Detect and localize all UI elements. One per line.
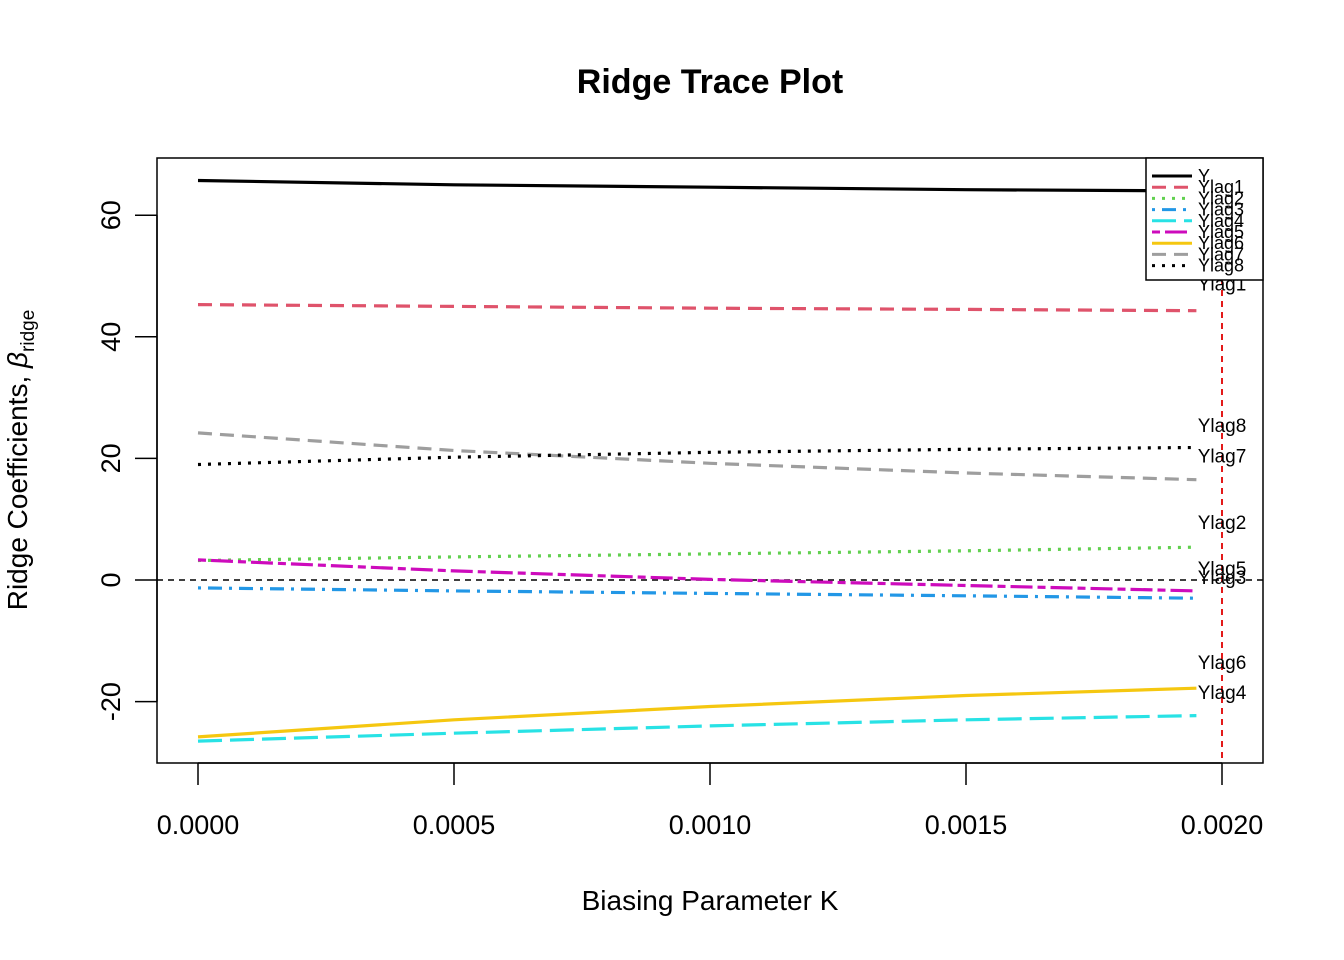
- legend-label-ylag5: Ylag5: [1198, 222, 1244, 242]
- legend-label-ylag7: Ylag7: [1198, 244, 1244, 264]
- x-tick-label: 0.0020: [1181, 810, 1264, 840]
- legend-label-y: Y: [1198, 166, 1210, 186]
- end-label-ylag2: Ylag2: [1198, 513, 1247, 534]
- series-line-ylag5: [197, 558, 1197, 593]
- x-tick-label: 0.0000: [157, 810, 240, 840]
- plot-frame: [156, 157, 1264, 764]
- x-axis: 0.0000 0.0005 0.0010 0.0015 0.0020: [157, 762, 1264, 840]
- series-line-ylag1: [197, 303, 1197, 313]
- end-label-ylag5: Ylag5: [1198, 559, 1247, 580]
- legend-label-ylag3: Ylag3: [1198, 200, 1244, 220]
- y-axis-label-text: Ridge Coefficients,: [2, 368, 33, 610]
- series-line-ylag8: [197, 445, 1197, 467]
- legend-label-ylag4: Ylag4: [1198, 211, 1244, 231]
- end-label-ylag4: Ylag4: [1198, 683, 1247, 704]
- reference-lines: [157, 158, 1263, 763]
- legend-box: [1145, 157, 1264, 281]
- y-tick-label: 0: [96, 572, 126, 587]
- y-tick-label: 40: [96, 322, 126, 352]
- y-tick-label: 20: [96, 443, 126, 473]
- y-tick-label: -20: [96, 682, 126, 721]
- y-axis-label-symbol: β: [2, 352, 33, 369]
- series-line-ylag7: [197, 431, 1197, 482]
- legend-label-ylag8: Ylag8: [1198, 256, 1244, 276]
- y-axis: -20 0 20 40 60: [96, 200, 158, 721]
- end-label-ylag6: Ylag6: [1198, 653, 1247, 674]
- legend-label-ylag1: Ylag1: [1198, 177, 1244, 197]
- y-axis-label-subscript: ridge: [18, 310, 39, 352]
- legend-label-ylag2: Ylag2: [1198, 188, 1244, 208]
- end-label-ylag8: Ylag8: [1198, 416, 1247, 437]
- legend-label-ylag6: Ylag6: [1198, 233, 1244, 253]
- series-line-ylag2: [197, 545, 1197, 563]
- series-line-y: [197, 178, 1197, 193]
- x-tick-label: 0.0015: [925, 810, 1008, 840]
- chart-title: Ridge Trace Plot: [577, 63, 843, 101]
- y-tick-label: 60: [96, 200, 126, 230]
- x-axis-label: Biasing Parameter K: [582, 885, 839, 916]
- x-tick-label: 0.0010: [669, 810, 752, 840]
- y-axis-label: Ridge Coefficients, βridge: [2, 310, 39, 611]
- end-label-ylag3: Ylag3: [1198, 568, 1247, 589]
- legend: YYlag1Ylag2Ylag3Ylag4Ylag5Ylag6Ylag7Ylag…: [1145, 157, 1264, 281]
- end-label-ylag7: Ylag7: [1198, 446, 1247, 467]
- x-tick-label: 0.0005: [413, 810, 496, 840]
- series-lines: [197, 178, 1197, 743]
- series-line-ylag3: [197, 586, 1197, 600]
- series-line-ylag6: [197, 686, 1197, 739]
- series-line-ylag4: [197, 714, 1197, 743]
